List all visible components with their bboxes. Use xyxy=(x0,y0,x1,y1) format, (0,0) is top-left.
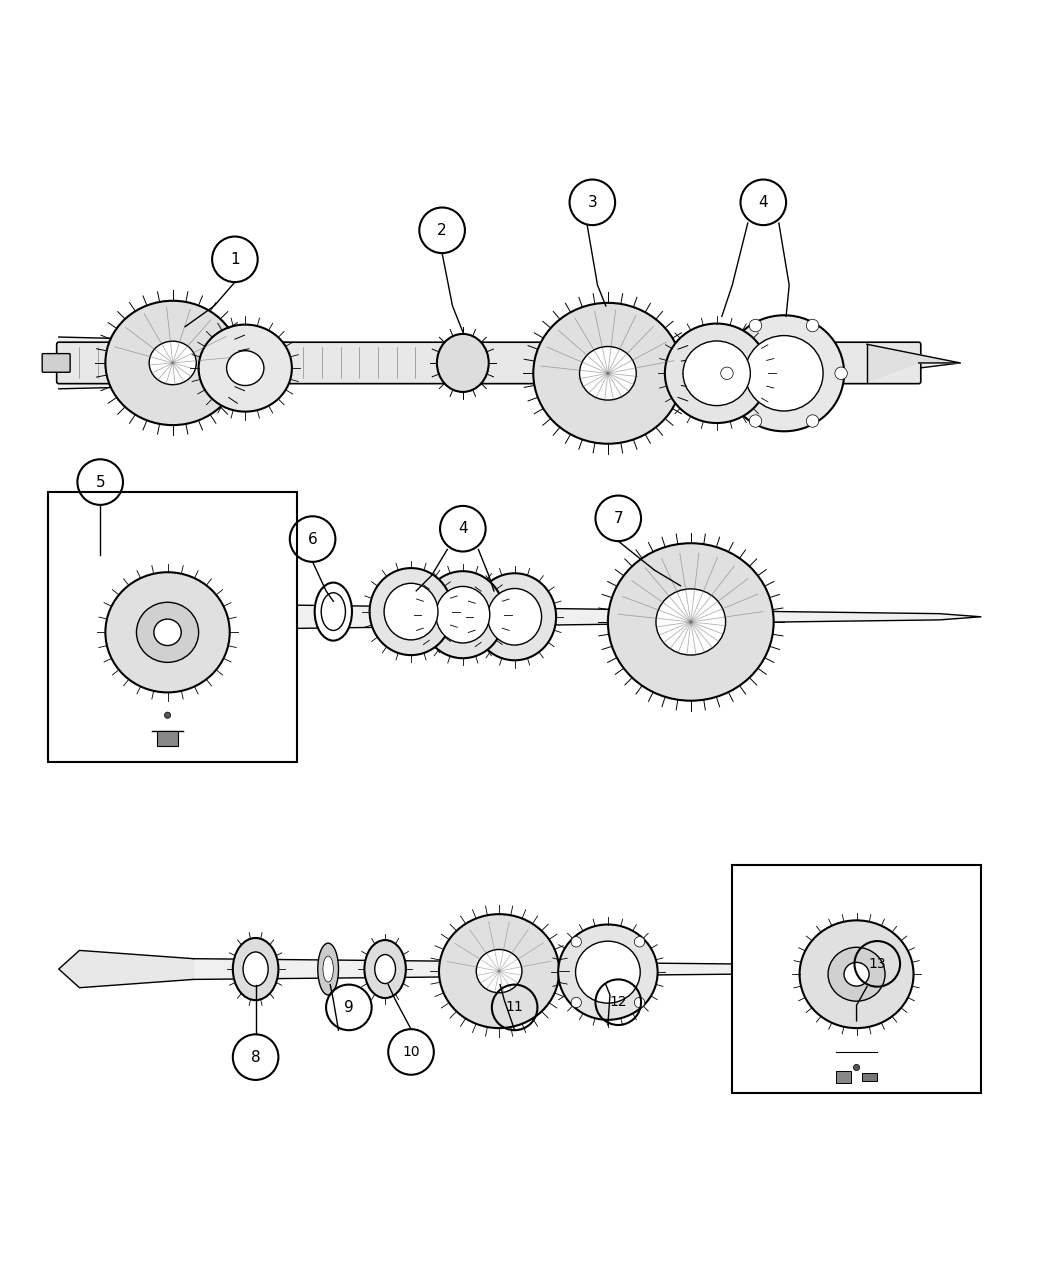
Circle shape xyxy=(634,997,645,1007)
Bar xyxy=(158,731,177,746)
Circle shape xyxy=(854,1065,860,1071)
Ellipse shape xyxy=(844,963,869,986)
Ellipse shape xyxy=(421,571,504,658)
Ellipse shape xyxy=(227,351,264,385)
Ellipse shape xyxy=(439,914,560,1028)
Bar xyxy=(48,492,297,762)
Ellipse shape xyxy=(474,574,556,660)
Text: 4: 4 xyxy=(458,521,467,537)
Ellipse shape xyxy=(154,620,182,645)
Polygon shape xyxy=(867,344,960,381)
Ellipse shape xyxy=(198,325,292,412)
Ellipse shape xyxy=(487,589,542,645)
Ellipse shape xyxy=(665,324,769,423)
Ellipse shape xyxy=(149,342,196,385)
Ellipse shape xyxy=(233,938,278,1000)
Text: 13: 13 xyxy=(868,956,886,970)
Text: 7: 7 xyxy=(613,511,623,525)
FancyBboxPatch shape xyxy=(57,342,921,384)
Ellipse shape xyxy=(370,569,453,655)
Ellipse shape xyxy=(323,956,333,982)
Circle shape xyxy=(806,414,819,427)
Text: 4: 4 xyxy=(758,195,769,210)
Ellipse shape xyxy=(580,347,636,400)
Text: 11: 11 xyxy=(506,1001,524,1015)
Circle shape xyxy=(571,997,582,1007)
Ellipse shape xyxy=(477,950,522,993)
Circle shape xyxy=(806,319,819,332)
Bar xyxy=(862,1072,878,1081)
Text: 5: 5 xyxy=(96,474,105,490)
Ellipse shape xyxy=(105,572,230,692)
Polygon shape xyxy=(235,604,981,629)
Ellipse shape xyxy=(384,583,438,640)
Ellipse shape xyxy=(318,944,338,994)
Ellipse shape xyxy=(744,335,823,411)
Circle shape xyxy=(835,367,847,380)
Circle shape xyxy=(165,713,171,718)
Polygon shape xyxy=(193,959,981,979)
Circle shape xyxy=(571,937,582,947)
Ellipse shape xyxy=(436,586,489,643)
Bar xyxy=(836,1071,852,1082)
Ellipse shape xyxy=(656,589,726,655)
Ellipse shape xyxy=(136,602,198,663)
Ellipse shape xyxy=(105,301,240,425)
Text: 2: 2 xyxy=(437,223,447,238)
Ellipse shape xyxy=(559,924,657,1020)
Text: 9: 9 xyxy=(344,1000,354,1015)
Ellipse shape xyxy=(437,334,488,391)
Circle shape xyxy=(750,319,761,332)
Circle shape xyxy=(634,937,645,947)
Circle shape xyxy=(720,367,733,380)
Text: 10: 10 xyxy=(402,1046,420,1060)
Text: 8: 8 xyxy=(251,1049,260,1065)
FancyBboxPatch shape xyxy=(42,353,70,372)
Ellipse shape xyxy=(315,583,352,640)
Ellipse shape xyxy=(364,940,406,998)
Ellipse shape xyxy=(682,340,751,405)
Ellipse shape xyxy=(799,921,914,1028)
Ellipse shape xyxy=(575,941,640,1003)
Text: 1: 1 xyxy=(230,252,239,266)
Ellipse shape xyxy=(375,955,396,983)
Polygon shape xyxy=(90,595,235,638)
Ellipse shape xyxy=(321,593,345,630)
Bar xyxy=(732,866,981,1094)
Ellipse shape xyxy=(828,947,885,1001)
Polygon shape xyxy=(59,950,193,988)
Text: 6: 6 xyxy=(308,532,317,547)
Ellipse shape xyxy=(608,543,774,701)
Ellipse shape xyxy=(723,315,844,431)
Circle shape xyxy=(750,414,761,427)
Polygon shape xyxy=(59,337,960,389)
Ellipse shape xyxy=(243,952,268,986)
Ellipse shape xyxy=(533,303,682,444)
Text: 12: 12 xyxy=(609,996,627,1010)
Text: 3: 3 xyxy=(587,195,597,210)
